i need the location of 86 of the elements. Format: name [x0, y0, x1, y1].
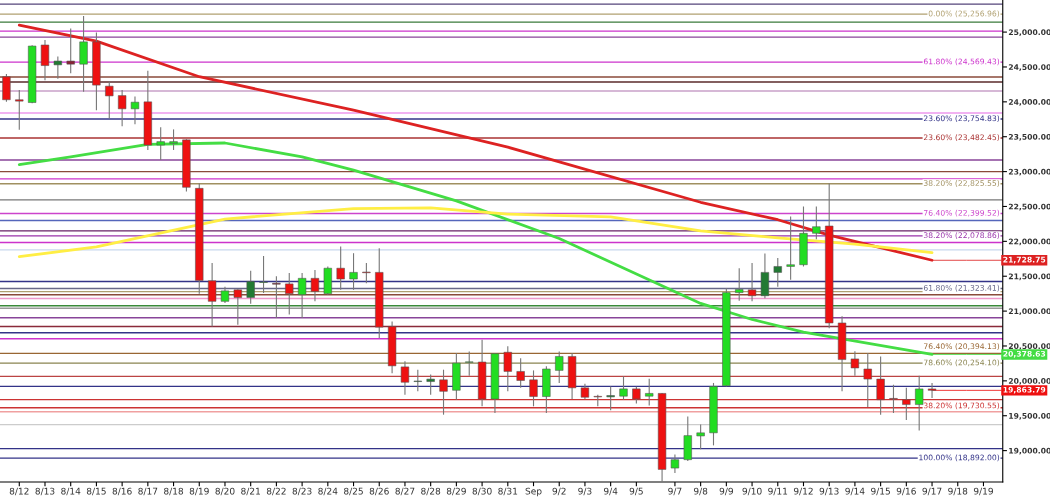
- candlestick: [426, 374, 435, 396]
- candlestick: [555, 351, 564, 384]
- candlestick: [53, 55, 62, 80]
- candlestick: [362, 262, 371, 284]
- candlestick: [15, 89, 24, 131]
- candlestick: [439, 369, 448, 416]
- candlestick: [516, 357, 525, 389]
- x-tick-label: 8/15: [86, 487, 106, 496]
- candlestick: [465, 351, 474, 377]
- x-tick-label: 8/24: [318, 487, 338, 496]
- candlestick: [349, 252, 358, 291]
- candlestick: [413, 369, 422, 392]
- candlestick: [773, 257, 782, 288]
- x-tick-label: 9/4: [603, 487, 618, 496]
- candlestick: [645, 378, 654, 407]
- candlestick: [606, 385, 615, 411]
- x-tick-label: 9/8: [693, 487, 708, 496]
- candlestick: [850, 350, 860, 377]
- candlestick: [619, 375, 628, 401]
- candlestick: [156, 126, 165, 161]
- candlestick: [105, 81, 114, 120]
- x-tick-label: 8/23: [292, 487, 312, 496]
- x-tick-label: 9/16: [896, 487, 916, 496]
- candlestick: [79, 15, 88, 93]
- candlestick: [696, 423, 705, 450]
- x-tick-label: 9/14: [845, 487, 865, 496]
- candlestick: [310, 269, 320, 302]
- x-tick-label: 9/15: [871, 487, 890, 496]
- candlestick: [889, 384, 898, 414]
- candlestick: [233, 288, 242, 326]
- candlestick: [130, 96, 140, 125]
- x-tick-label: 9/19: [973, 487, 993, 496]
- x-tick-label: 8/19: [189, 487, 209, 496]
- x-tick-label: 9/10: [742, 487, 762, 496]
- x-tick-label: 8/16: [112, 487, 132, 496]
- candlestick: [336, 246, 345, 291]
- x-tick-label: 8/28: [421, 487, 441, 496]
- candlestick: [529, 369, 538, 407]
- candlestick: [760, 253, 770, 299]
- x-tick-label: 8/29: [446, 487, 466, 496]
- x-tick-label: 9/18: [948, 487, 968, 496]
- x-tick-label: 8/20: [215, 487, 235, 496]
- candlestick: [863, 352, 872, 408]
- candlestick: [272, 275, 281, 319]
- x-tick-label: 9/12: [793, 487, 813, 496]
- x-tick-label: 8/25: [344, 487, 363, 496]
- candlestick: [902, 387, 911, 421]
- candlestick: [297, 272, 307, 319]
- candlestick: [747, 262, 757, 302]
- x-tick-label: 8/27: [395, 487, 415, 496]
- x-tick-label: 9/9: [719, 487, 733, 496]
- candlestick: [670, 453, 680, 474]
- x-tick-label: 9/13: [819, 487, 839, 496]
- x-tick-label: 8/13: [35, 487, 55, 496]
- x-tick-label: 8/31: [498, 487, 518, 496]
- x-tick-label: 8/17: [138, 487, 158, 496]
- candlestick: [400, 360, 410, 396]
- x-tick-label: 8/30: [472, 487, 492, 496]
- x-tick-label: 9/5: [629, 487, 643, 496]
- x-tick-label: Sep: [525, 487, 542, 497]
- x-tick-label: 8/14: [61, 487, 81, 496]
- candlestick: [915, 375, 924, 431]
- candlestick: [876, 355, 885, 416]
- x-tick-label: 8/18: [164, 487, 184, 496]
- x-tick-label: 8/26: [369, 487, 389, 496]
- candlestick: [285, 272, 294, 316]
- candlestick: [117, 89, 127, 127]
- candlestick: [66, 28, 75, 74]
- candlestick: [169, 128, 178, 151]
- x-tick-label: 9/7: [668, 487, 682, 496]
- candlestick: [259, 255, 268, 294]
- candlestick: [40, 39, 50, 81]
- candlestick: [2, 73, 11, 103]
- x-tick-label: 8/22: [266, 487, 286, 496]
- x-tick-label: 8/21: [241, 487, 260, 496]
- x-tick-label: 9/2: [552, 487, 566, 496]
- x-tick-label: 8/12: [9, 487, 29, 496]
- candlestick: [207, 262, 217, 328]
- x-tick-label: 9/3: [578, 487, 592, 496]
- x-tick-label: 9/11: [768, 487, 788, 496]
- candlestick: [735, 267, 744, 302]
- candlestick: [246, 270, 255, 305]
- candlestick: [812, 205, 821, 240]
- candlestick: [786, 216, 795, 281]
- candlestick: [503, 345, 512, 392]
- x-tick-label: 9/17: [922, 487, 942, 496]
